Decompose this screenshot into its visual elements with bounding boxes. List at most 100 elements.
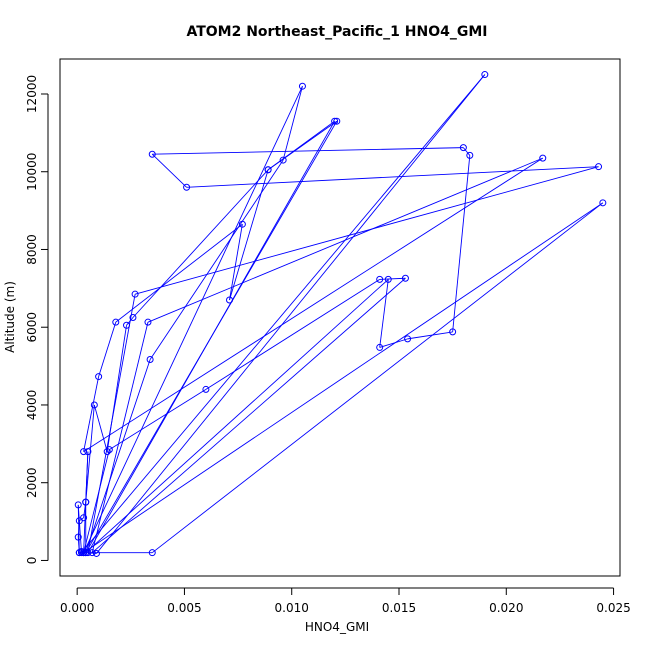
plot-frame [59, 58, 621, 577]
data-point [466, 151, 474, 159]
x-tick-label: 0.020 [489, 601, 523, 615]
series-points [74, 71, 607, 557]
data-point [384, 275, 392, 283]
data-point [279, 156, 287, 164]
series-segment [91, 322, 149, 553]
data-point [82, 498, 90, 506]
series-segment [85, 279, 389, 554]
data-point [90, 401, 98, 409]
series-segment [152, 147, 464, 155]
chart-title: ATOM2 Northeast_Pacific_1 HNO4_GMI [186, 24, 487, 40]
y-tick-label: 2000 [25, 467, 39, 498]
y-tick-label: 12000 [25, 75, 39, 113]
series-segment [93, 404, 108, 452]
data-point [92, 549, 100, 557]
data-point [595, 163, 603, 171]
data-point [77, 549, 85, 557]
data-point [404, 335, 412, 343]
series-segment [282, 86, 303, 161]
y-tick-label: 4000 [25, 390, 39, 421]
series-segment [85, 359, 151, 553]
x-tick-label: 0.000 [60, 601, 94, 615]
y-tick-label: 10000 [25, 153, 39, 191]
data-point [105, 446, 113, 454]
series-segment [132, 169, 269, 318]
series-segment [379, 279, 389, 348]
data-point [298, 82, 306, 90]
data-point [74, 533, 82, 541]
series-lines [77, 74, 604, 554]
data-point [84, 448, 92, 456]
series-segment [96, 74, 486, 554]
data-point [80, 514, 88, 522]
x-tick-label: 0.025 [596, 601, 630, 615]
data-point [144, 318, 152, 326]
series-segment [463, 147, 471, 156]
y-tick-label: 6000 [25, 312, 39, 343]
series-segment [83, 86, 303, 553]
series-segment [151, 202, 604, 554]
series-segment [151, 153, 187, 188]
data-point [95, 373, 103, 381]
data-point [264, 166, 272, 174]
data-point [129, 314, 137, 321]
data-point [131, 290, 139, 298]
series-segment [98, 322, 117, 377]
series-segment [267, 120, 335, 171]
data-point [238, 220, 246, 228]
series-segment [83, 376, 100, 452]
data-point [401, 274, 409, 282]
data-point [80, 549, 88, 557]
data-point [82, 549, 90, 557]
data-point [481, 71, 489, 79]
data-point [331, 117, 339, 125]
series-segment [407, 331, 453, 340]
data-point [226, 296, 234, 304]
series-segment [83, 157, 544, 452]
series-segment [87, 294, 136, 553]
data-point [202, 385, 210, 393]
series-segment [149, 159, 284, 360]
data-point [539, 154, 547, 162]
x-axis-label: HNO4_GMI [305, 620, 369, 634]
series-segment [452, 155, 471, 332]
series-segment [109, 389, 207, 451]
series-segment [205, 279, 380, 390]
series-segment [134, 166, 599, 295]
data-point [333, 117, 341, 125]
data-point [459, 144, 467, 152]
data-point [599, 199, 607, 207]
series-segment [83, 202, 604, 554]
x-tick-label: 0.015 [382, 601, 416, 615]
series-segment [81, 74, 486, 553]
data-point [148, 549, 156, 557]
data-point [74, 501, 82, 509]
data-point [148, 150, 156, 158]
series-segment [91, 277, 406, 554]
x-tick-label: 0.005 [167, 601, 201, 615]
data-point [183, 183, 191, 191]
data-point [449, 328, 457, 336]
x-axis: 0.000 0.005 0.010 0.015 0.020 0.025 [60, 587, 631, 615]
series-segment [379, 338, 408, 348]
data-point [146, 355, 154, 363]
series-segment [115, 223, 243, 323]
series-segment [229, 169, 269, 301]
data-point [112, 318, 120, 326]
series-segment [77, 504, 82, 552]
y-axis: 0 2000 4000 6000 8000 10000 12000 [25, 75, 49, 565]
data-point [103, 448, 111, 456]
series-segment [379, 277, 406, 280]
y-axis-label: Altitude (m) [3, 281, 17, 353]
series-segment [229, 224, 243, 301]
series-segment [186, 166, 599, 188]
data-point [376, 275, 384, 283]
data-point [80, 448, 88, 456]
series-segment [83, 449, 110, 553]
data-point [376, 343, 384, 351]
data-point [123, 321, 131, 329]
y-tick-label: 8000 [25, 234, 39, 265]
y-tick-label: 0 [25, 557, 39, 565]
series-segment [87, 120, 336, 553]
